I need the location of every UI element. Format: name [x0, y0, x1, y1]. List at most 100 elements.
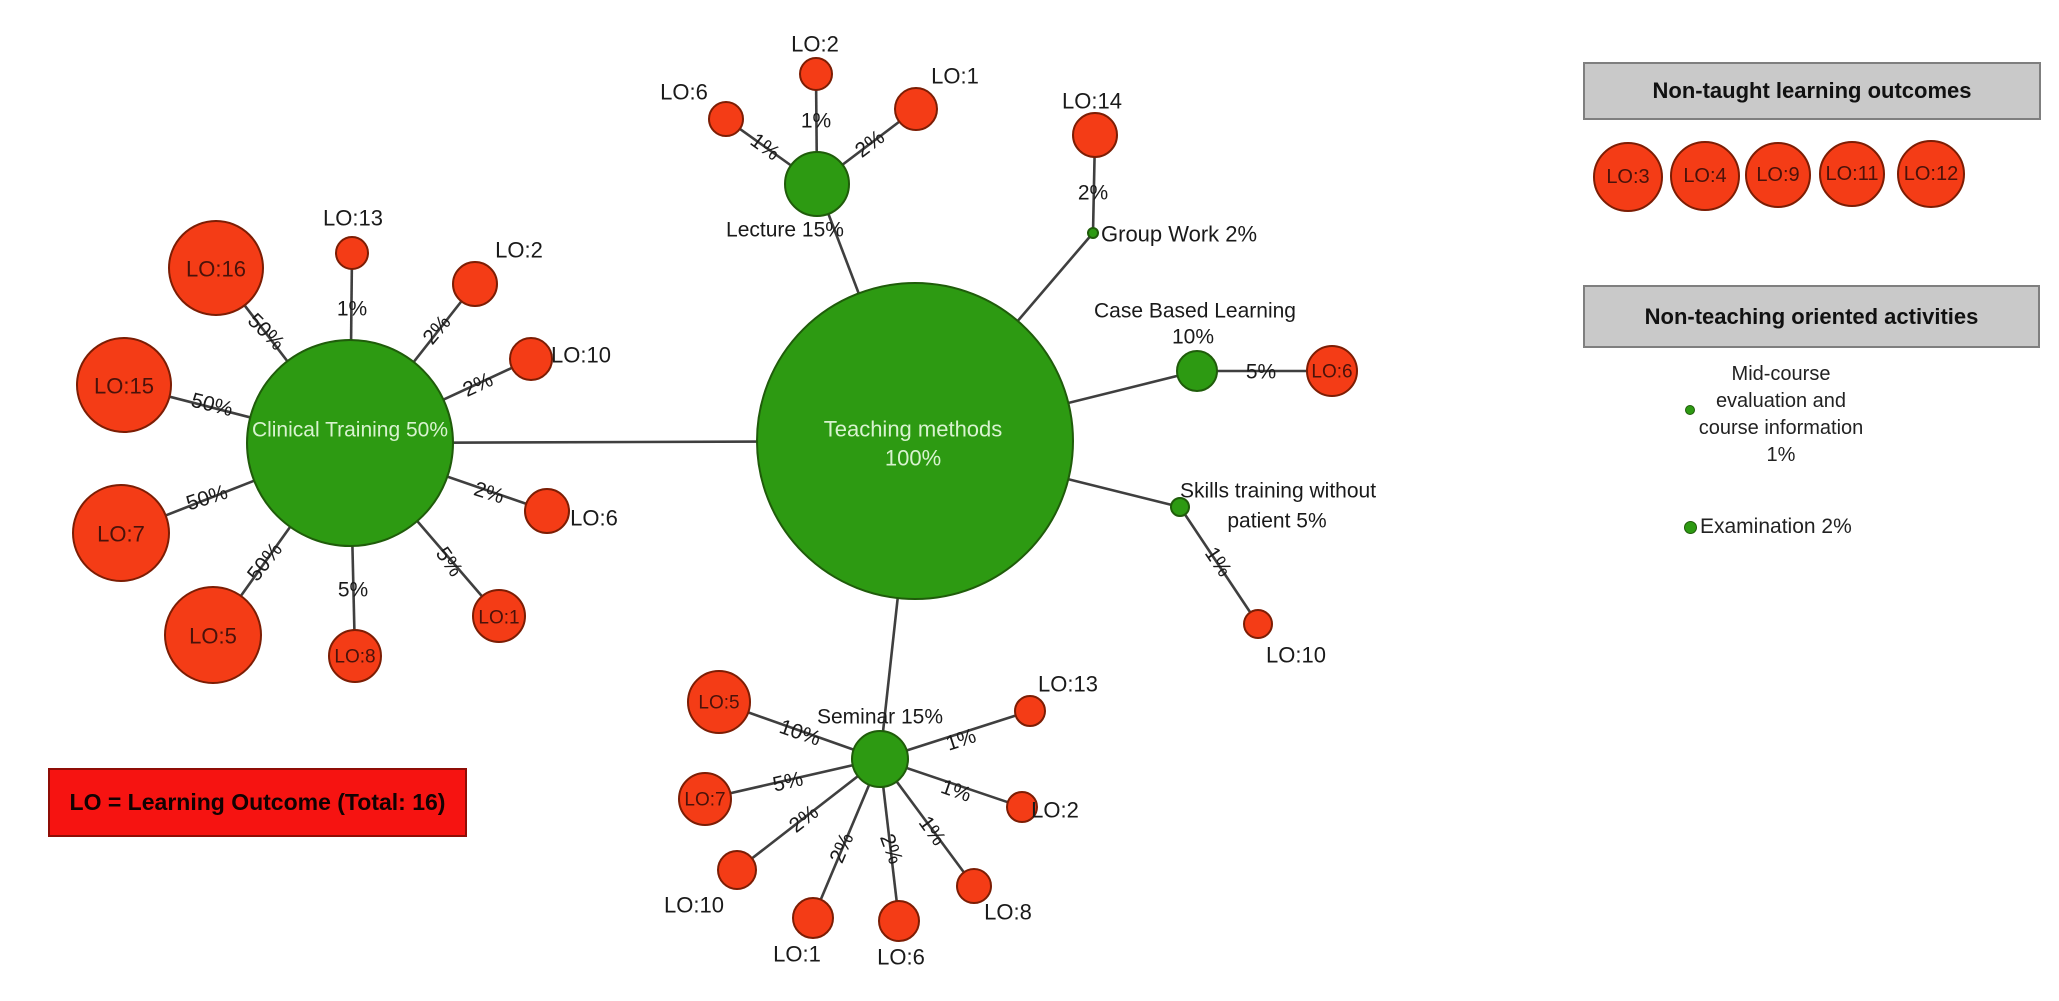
mid-course-line: course information [1698, 417, 1864, 439]
lo-label: LO:10 [664, 893, 724, 918]
edge-skills-s10 [1178, 506, 1260, 625]
node-l6 [708, 101, 744, 137]
non-taught-node: LO:4 [1670, 141, 1740, 211]
node-c6 [524, 488, 570, 534]
edge-percent-label: 1% [801, 110, 831, 133]
non-taught-node: LO:12 [1897, 140, 1965, 208]
lo-label: LO:10 [1266, 643, 1326, 668]
edge-percent-label: 50% [183, 481, 230, 516]
non-taught-node: LO:3 [1593, 142, 1663, 212]
lo-label: LO:8 [984, 900, 1032, 925]
cluster-title: 10% [1172, 326, 1214, 349]
node-lecture [784, 151, 850, 217]
lo-label: LO:5 [698, 693, 739, 714]
lo-label: LO:2 [791, 32, 839, 57]
edge-percent-label: 1% [746, 129, 784, 165]
examination-label: Examination 2% [1700, 515, 1852, 539]
mid-course-line: Mid-course [1731, 363, 1831, 385]
lo-label: LO:4 [1683, 164, 1727, 187]
lo-label: LO:1 [773, 942, 821, 967]
node-m7 [678, 772, 732, 826]
edge-percent-label: 50% [189, 389, 235, 421]
lo-label: LO:9 [1756, 163, 1800, 186]
node-clinical [246, 339, 454, 547]
lo-label: LO:15 [94, 374, 154, 399]
legend-text: LO = Learning Outcome (Total: 16) [69, 789, 446, 815]
mid-course-line: 1% [1766, 444, 1796, 466]
hub-label: 100% [885, 446, 941, 471]
node-cbl [1176, 350, 1218, 392]
lo-label: LO:6 [660, 80, 708, 105]
node-m10 [717, 850, 757, 890]
lo-label: LO:11 [1825, 162, 1879, 185]
edge-percent-label: 5% [1246, 361, 1276, 384]
lo-label: LO:6 [877, 945, 925, 970]
lo-label: LO:2 [1031, 798, 1079, 823]
lo-label: LO:1 [931, 64, 979, 89]
cluster-title: Group Work 2% [1101, 222, 1257, 247]
non-taught-title: Non-taught learning outcomes [1652, 78, 1972, 103]
lo-label: LO:12 [1903, 162, 1959, 185]
lo-label: LO:3 [1606, 165, 1650, 188]
node-skills [1170, 497, 1190, 517]
edge-percent-label: 2% [825, 830, 858, 867]
non-taught-node: LO:11 [1819, 141, 1885, 207]
node-m8 [956, 868, 992, 904]
examination-text: Examination 2% [1700, 515, 1852, 538]
node-c1 [472, 589, 526, 643]
lo-label: LO:8 [334, 647, 375, 668]
node-m5 [687, 670, 751, 734]
cluster-title: Seminar 15% [817, 706, 943, 729]
node-c10 [509, 337, 553, 381]
lo-label: LO:16 [186, 257, 246, 282]
node-gw [1087, 227, 1099, 239]
node-m2 [1006, 791, 1038, 823]
lo-label: LO:6 [1311, 362, 1352, 383]
cluster-title: patient 5% [1227, 510, 1326, 533]
lo-label: LO:1 [478, 608, 519, 629]
node-b6 [1306, 345, 1358, 397]
edge-percent-label: 1% [938, 775, 974, 807]
edge-percent-label: 2% [875, 831, 907, 867]
hub-label: Clinical Training 50% [252, 419, 448, 442]
node-c2 [452, 261, 498, 307]
edge-percent-label: 1% [337, 298, 367, 321]
cluster-title: Skills training without [1180, 480, 1376, 503]
edge-seminar-m7 [704, 757, 881, 801]
lo-label: LO:6 [570, 506, 618, 531]
edge-percent-label: 2% [459, 368, 496, 402]
edge-percent-label: 5% [338, 579, 368, 602]
node-m13 [1014, 695, 1046, 727]
node-c7 [72, 484, 170, 582]
lo-label: LO:5 [189, 624, 237, 649]
edge-percent-label: 5% [771, 767, 806, 796]
edge-percent-label: 50% [243, 538, 287, 585]
mid-course-label: Mid-course evaluation and course informa… [1661, 361, 1901, 469]
lo-label: LO:7 [97, 522, 145, 547]
non-taught-node: LO:9 [1745, 142, 1811, 208]
node-c13 [335, 236, 369, 270]
edge-percent-label: 50% [243, 309, 289, 355]
edge-seminar-m10 [736, 757, 881, 872]
edge-percent-label: 2% [471, 478, 507, 509]
cluster-title: Case Based Learning [1094, 300, 1296, 323]
node-c16 [168, 220, 264, 316]
node-l14 [1072, 112, 1118, 158]
lo-label: LO:2 [495, 238, 543, 263]
edge-percent-label: 2% [851, 126, 889, 163]
node-c5 [164, 586, 262, 684]
node-l1 [894, 87, 938, 131]
non-taught-header: Non-taught learning outcomes [1583, 62, 2041, 120]
lo-label: LO:14 [1062, 89, 1122, 114]
lo-label: LO:13 [323, 206, 383, 231]
node-seminar [851, 730, 909, 788]
mid-course-dot [1685, 405, 1695, 415]
lo-label: LO:7 [684, 790, 725, 811]
activities-header: Non-teaching oriented activities [1583, 285, 2040, 348]
hub-label: Teaching methods [824, 417, 1003, 442]
node-c15 [76, 337, 172, 433]
node-m6 [878, 900, 920, 942]
node-c8 [328, 629, 382, 683]
